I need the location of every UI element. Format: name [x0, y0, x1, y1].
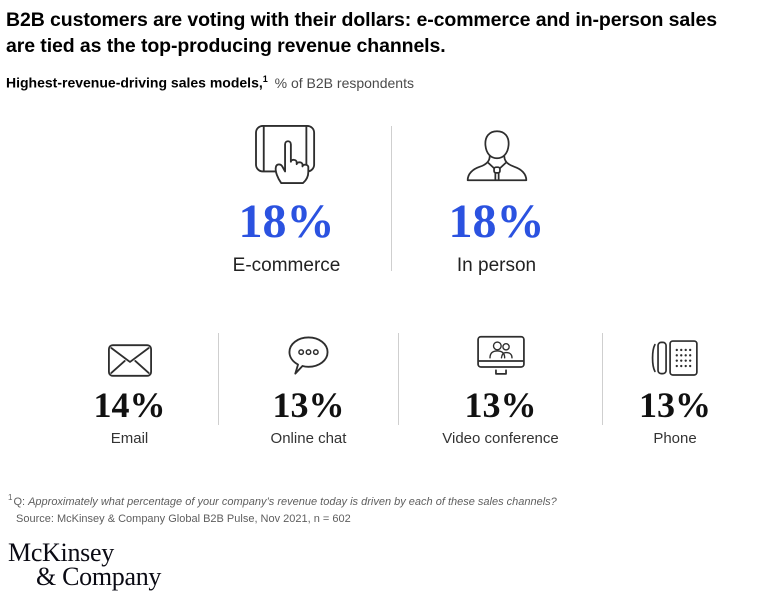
- stat-label: E-commerce: [232, 255, 341, 277]
- footnote-question: 1Q: Approximately what percentage of your…: [8, 492, 750, 511]
- businessperson-icon: [464, 121, 530, 185]
- stat-value: 18%: [238, 195, 335, 249]
- footnote-question-text: Approximately what percentage of your co…: [28, 495, 557, 508]
- footnote-q-label: Q:: [13, 495, 26, 508]
- stat-label: Video conference: [442, 430, 559, 448]
- desk-phone-icon: [650, 330, 700, 378]
- footnote-source: Source: McKinsey & Company Global B2B Pu…: [16, 512, 351, 525]
- stat-value: 14%: [93, 385, 166, 426]
- stat-card-email: 14% Email: [41, 330, 218, 447]
- envelope-icon: [107, 330, 153, 378]
- stat-label: Email: [110, 430, 149, 448]
- footnote-marker: 1: [262, 74, 268, 85]
- video-conference-icon: [475, 330, 527, 378]
- logo-line2: & Company: [36, 561, 162, 591]
- primary-stats-row: 18% E-commerce 18% In person: [182, 121, 750, 277]
- subtitle-rest: % of B2B respondents: [274, 75, 414, 92]
- vertical-divider: [398, 333, 399, 426]
- stat-label: Phone: [653, 430, 697, 448]
- secondary-stats-row: 14% Email 13% Online chat: [41, 330, 750, 447]
- logo-line1: McKinsey: [8, 537, 114, 567]
- stat-card-video-conference: 13% Video conference: [399, 330, 602, 447]
- chat-bubble-icon: [286, 330, 331, 378]
- stat-card-ecommerce: 18% E-commerce: [182, 121, 391, 277]
- vertical-divider: [391, 126, 392, 272]
- stat-card-phone: 13% Phone: [603, 330, 747, 447]
- stat-label: In person: [456, 255, 537, 277]
- page-title: B2B customers are voting with their doll…: [6, 9, 717, 57]
- chart-subtitle: Highest-revenue-driving sales models,1 %…: [6, 74, 750, 91]
- infographic-page: B2B customers are voting with their doll…: [6, 9, 750, 589]
- stat-label: Online chat: [270, 430, 347, 448]
- footnote: 1Q: Approximately what percentage of your…: [8, 492, 750, 528]
- stat-card-in-person: 18% In person: [392, 121, 601, 277]
- mckinsey-logo: McKinsey & Company: [8, 537, 750, 591]
- vertical-divider: [218, 333, 219, 426]
- stat-value: 13%: [639, 385, 711, 426]
- tablet-tap-icon: [252, 121, 322, 185]
- stat-card-online-chat: 13% Online chat: [219, 330, 398, 447]
- vertical-divider: [602, 333, 603, 426]
- footnote-marker: 1: [8, 493, 13, 503]
- subtitle-bold: Highest-revenue-driving sales models,: [6, 75, 263, 92]
- stat-value: 13%: [272, 385, 345, 426]
- stat-value: 18%: [448, 195, 545, 249]
- stat-value: 13%: [464, 385, 537, 426]
